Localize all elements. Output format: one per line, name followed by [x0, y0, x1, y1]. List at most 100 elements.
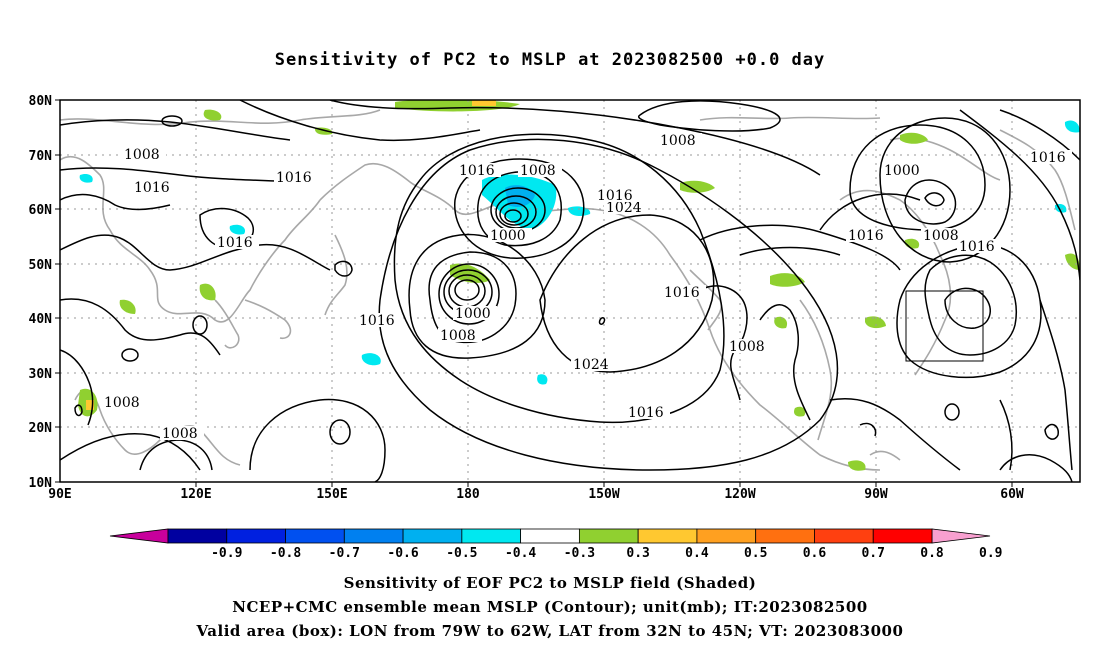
map-body	[60, 100, 1080, 482]
lon-axis: 90E 120E 150E 180 150W 120W 90W 60W	[48, 487, 1024, 502]
colorbar-label: -0.4	[505, 546, 536, 561]
caption-line-1: Sensitivity of EOF PC2 to MSLP field (Sh…	[343, 574, 757, 592]
colorbar-swatch	[167, 528, 228, 544]
colorbar-label: 0.3	[626, 546, 649, 561]
contour-label: 1008	[729, 339, 765, 355]
caption-line-3: Valid area (box): LON from 79W to 62W, L…	[196, 622, 904, 640]
contour-label: 1016	[628, 405, 664, 421]
colorbar-label: -0.9	[211, 546, 242, 561]
lon-label: 150W	[588, 487, 619, 502]
lon-label: 90W	[864, 487, 888, 502]
colorbar-swatch	[637, 528, 698, 544]
shade-green-9	[203, 109, 222, 121]
contour-label: 1016	[959, 239, 995, 255]
contour-label: 1000	[490, 228, 526, 244]
colorbar-swatch	[226, 528, 286, 544]
shade-green-1	[199, 283, 216, 301]
shade-green-topcenter	[395, 100, 520, 112]
colorbar-label: 0.5	[744, 546, 767, 561]
colorbar-swatch	[285, 528, 345, 544]
contour-label: 1016	[359, 313, 395, 329]
shade-green-14	[848, 460, 866, 471]
valid-area-box	[905, 290, 984, 362]
chart-title: Sensitivity of PC2 to MSLP at 2023082500…	[274, 50, 826, 70]
contour-label: 1008	[124, 147, 160, 163]
lat-ticks	[55, 99, 60, 483]
contour-label: 1024	[573, 357, 609, 373]
shade-green-12	[774, 316, 788, 329]
lat-label: 50N	[29, 258, 53, 273]
lon-label: 120E	[180, 487, 211, 502]
shade-green-lowwest	[450, 263, 490, 283]
lat-label: 60N	[29, 203, 53, 218]
shade-green-4	[680, 180, 715, 193]
lat-label: 80N	[29, 94, 53, 109]
lon-label: 90E	[48, 487, 71, 502]
lon-label: 120W	[724, 487, 755, 502]
lat-label: 30N	[29, 367, 53, 382]
shade-green-2	[119, 299, 136, 314]
lon-label: 150E	[316, 487, 347, 502]
lat-axis: 80N 70N 60N 50N 40N 30N 20N 10N	[29, 94, 53, 491]
contour-label: 1016	[134, 180, 170, 196]
lat-label: 10N	[29, 476, 53, 491]
colorbar-left-arrow	[109, 528, 169, 544]
lat-label: 40N	[29, 312, 53, 327]
colorbar-label: 0.4	[685, 546, 709, 561]
contour-label: 1008	[162, 426, 198, 442]
colorbar-swatch	[814, 528, 874, 544]
contour-label: 1016	[848, 228, 884, 244]
contour-label: 1016	[217, 235, 253, 251]
contour-labels: 1008 1016 1016 1016 1016 1008 1000 1016 …	[102, 133, 1072, 442]
colorbar-right-arrow	[931, 528, 991, 544]
colorbar-label: -0.3	[564, 546, 595, 561]
shade-cyan-3	[361, 353, 381, 366]
shade-cyan-1	[79, 173, 93, 183]
contour-label: 1016	[664, 285, 700, 301]
colorbar-swatch	[755, 528, 815, 544]
shade-cyan-5	[1064, 120, 1080, 133]
colorbar-swatch	[578, 528, 639, 544]
contour-label: 1016	[597, 188, 633, 204]
contour-label: 1008	[520, 163, 556, 179]
shade-cyan-4	[537, 374, 548, 385]
colorbar-swatch	[343, 528, 404, 544]
map-frame	[59, 99, 1081, 483]
contour-label: 1016	[276, 170, 312, 186]
colorbar-label: -0.6	[387, 546, 418, 561]
contour-label: 1016	[1030, 150, 1066, 166]
contour-label: 1024	[606, 200, 642, 216]
shade-green-11	[904, 238, 920, 249]
colorbar-label: -0.7	[329, 546, 360, 561]
colorbar-swatch	[402, 528, 463, 544]
contour-label: 1008	[440, 328, 476, 344]
shade-orange-1	[86, 400, 94, 410]
shade-cyan-6	[568, 206, 591, 216]
colorbar: -0.9 -0.8 -0.7 -0.6 -0.5 -0.4 -0.3 0.3 0.4 0.5 0.6…	[109, 528, 1003, 561]
shading	[78, 100, 1080, 471]
mslp-contours	[60, 100, 1080, 482]
colorbar-swatch	[872, 528, 933, 544]
colorbar-swatch	[696, 528, 757, 544]
lat-label: 20N	[29, 421, 53, 436]
shade-green-7	[865, 316, 886, 329]
shade-green-13	[794, 406, 806, 417]
lat-label: 70N	[29, 149, 53, 164]
caption-line-2: NCEP+CMC ensemble mean MSLP (Contour); u…	[232, 598, 868, 616]
lon-ticks	[195, 482, 1013, 487]
contour-label: 1008	[923, 228, 959, 244]
contour-label: 1016	[459, 163, 495, 179]
colorbar-label: 0.7	[861, 546, 884, 561]
colorbar-swatch	[520, 528, 580, 544]
lon-label: 180	[456, 487, 480, 502]
contour-label: 1008	[660, 133, 696, 149]
shade-orange-topcenter	[472, 100, 496, 106]
colorbar-swatch	[461, 528, 522, 544]
shade-green-6	[900, 132, 928, 144]
contour-label: 1008	[104, 395, 140, 411]
contour-label: 1000	[884, 163, 920, 179]
colorbar-label: -0.8	[270, 546, 301, 561]
colorbar-label: -0.5	[446, 546, 477, 561]
shade-cyan-2	[229, 224, 246, 235]
